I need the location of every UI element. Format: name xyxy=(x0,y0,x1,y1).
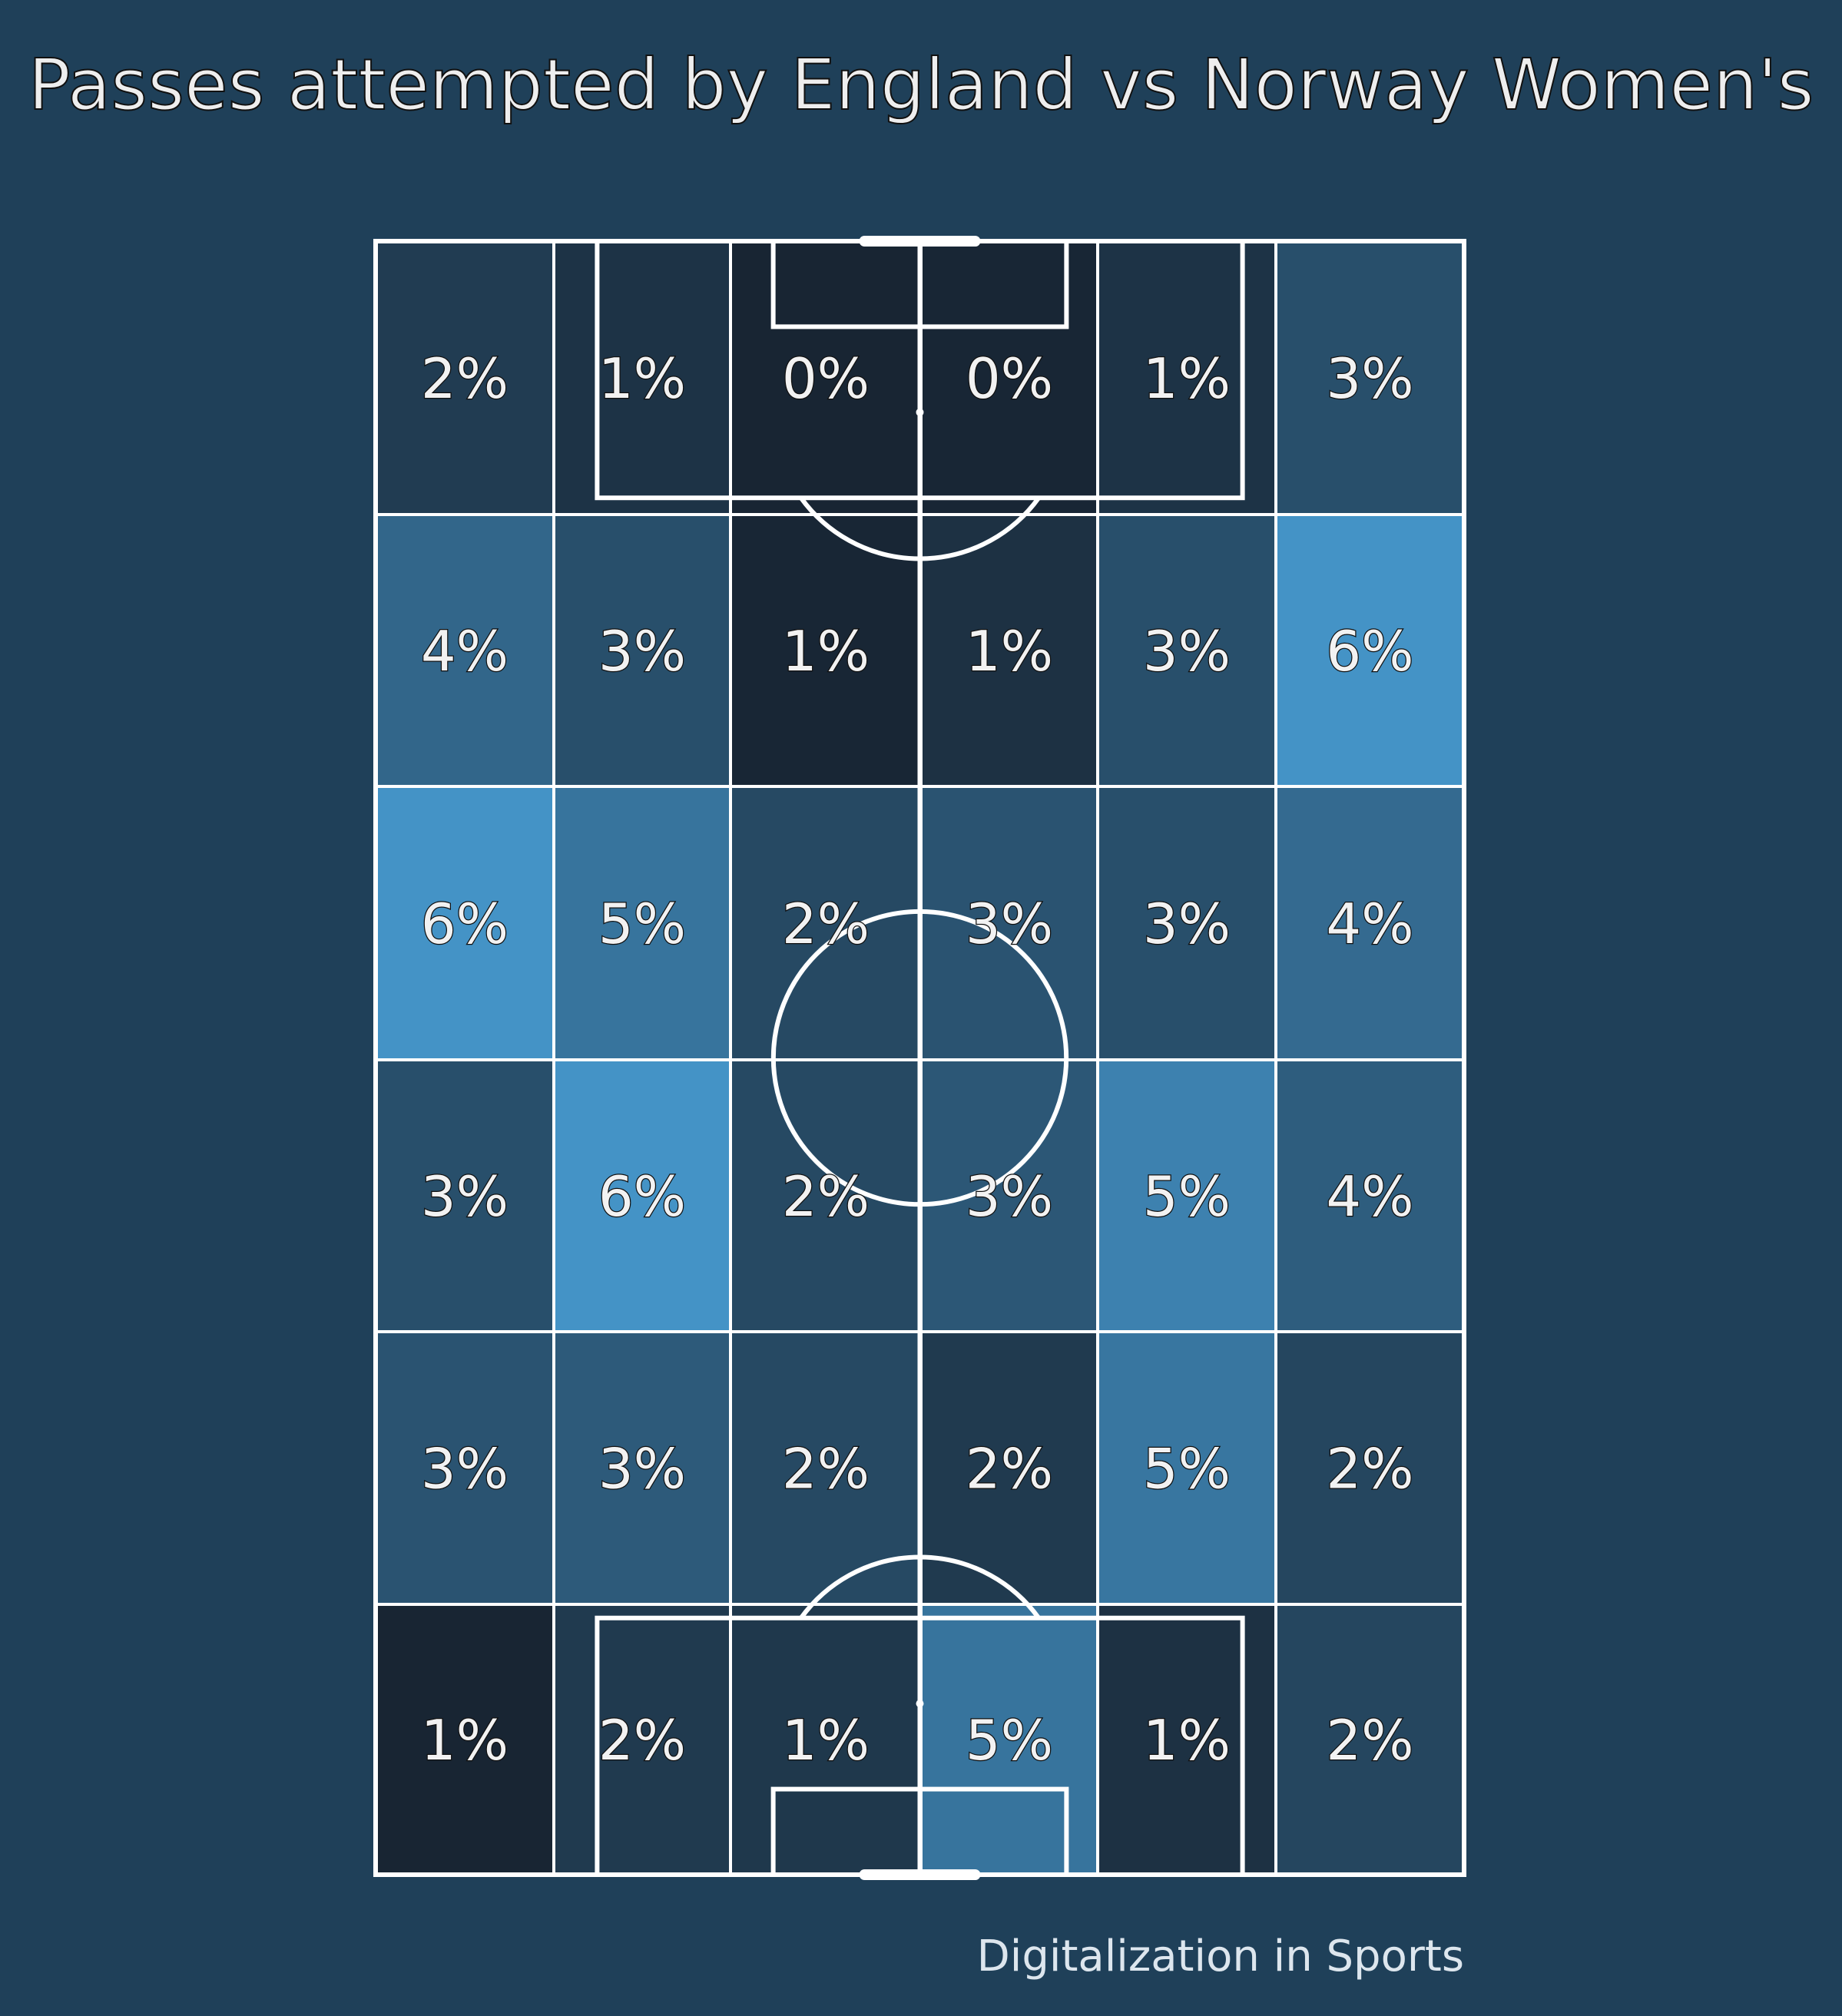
cell-label-r5-c3: 2% xyxy=(782,1437,870,1501)
chart-title: Passes attempted by England vs Norway Wo… xyxy=(27,44,1814,126)
cell-label-r1-c2: 1% xyxy=(598,346,686,411)
cell-label-r5-c4: 2% xyxy=(966,1437,1053,1501)
cell-label-r6-c1: 1% xyxy=(421,1708,509,1773)
bottom-penalty-arc xyxy=(799,1554,1041,1620)
heatmap-cell-r4-c1 xyxy=(376,1060,554,1332)
heatmap-cell-r5-c5 xyxy=(1098,1332,1276,1604)
heatmap-cell-r6-c3 xyxy=(731,1604,921,1875)
cell-label-r2-c4: 1% xyxy=(966,619,1053,684)
cell-label-r3-c2: 5% xyxy=(598,892,686,956)
cell-label-r2-c1: 4% xyxy=(421,619,509,684)
heatmap-cell-r6-c1 xyxy=(376,1604,554,1875)
heatmap-cell-r5-c2 xyxy=(554,1332,731,1604)
heatmap-cell-r2-c2 xyxy=(554,515,731,786)
cell-labels: 2% 1% 0% 0% 1% 3% 4% 3% 1% 1% 3% 6% 6% 5% 2% 3% 3% 4% 3% 6%… xyxy=(420,346,1415,1774)
center-circle xyxy=(770,909,1069,1207)
cell-label-r4-c6: 4% xyxy=(1326,1164,1413,1229)
cell-label-r3-c1: 6% xyxy=(421,892,509,956)
cell-label-r5-c1: 3% xyxy=(421,1437,509,1501)
cell-label-r4-c5: 5% xyxy=(1143,1164,1231,1229)
cell-label-r6-c4: 5% xyxy=(966,1708,1053,1773)
heatmap-cell-r4-c2 xyxy=(554,1060,731,1332)
cell-label-r1-c6: 3% xyxy=(1326,346,1413,411)
top-penalty-spot xyxy=(916,408,924,416)
heatmap-cell-r2-c4 xyxy=(921,515,1098,786)
pitch-markings xyxy=(373,236,1466,1880)
heatmap-cell-r2-c3 xyxy=(731,515,921,786)
bottom-penalty-spot xyxy=(916,1700,924,1708)
heatmap-cell-r5-c6 xyxy=(1276,1332,1464,1604)
cell-label-r6-c3: 1% xyxy=(782,1708,870,1773)
cell-label-r3-c5: 3% xyxy=(1143,892,1231,956)
heatmap-cell-r5-c1 xyxy=(376,1332,554,1604)
heatmap-cell-r6-c6 xyxy=(1276,1604,1464,1875)
heatmap-cell-r4-c4 xyxy=(921,1060,1098,1332)
heatmap-cell-r1-c3 xyxy=(731,241,921,515)
heatmap-cell-r2-c6 xyxy=(1276,515,1464,786)
heatmap-cell-r3-c6 xyxy=(1276,786,1464,1060)
cell-label-r2-c6: 6% xyxy=(1326,619,1413,684)
heatmap-cell-r1-c6 xyxy=(1276,241,1464,515)
cell-label-r1-c3: 0% xyxy=(782,346,870,411)
heatmap-cell-r6-c5 xyxy=(1098,1604,1276,1875)
cell-label-r1-c1: 2% xyxy=(421,346,509,411)
cell-label-r5-c2: 3% xyxy=(598,1437,686,1501)
heatmap-cell-r2-c1 xyxy=(376,515,554,786)
heatmap-cell-r3-c1 xyxy=(376,786,554,1060)
cell-label-r4-c4: 3% xyxy=(966,1164,1053,1229)
heatmap-cell-r1-c2 xyxy=(554,241,731,515)
cell-label-r2-c5: 3% xyxy=(1143,619,1231,684)
heatmap-cell-r6-c2 xyxy=(554,1604,731,1875)
cell-label-r1-c4: 0% xyxy=(966,346,1053,411)
cell-label-r3-c3: 2% xyxy=(782,892,870,956)
heatmap-cells xyxy=(376,241,1464,1875)
heatmap-cell-r1-c1 xyxy=(376,241,554,515)
heatmap-cell-r3-c3 xyxy=(731,786,921,1060)
heatmap-cell-r3-c5 xyxy=(1098,786,1276,1060)
cell-label-r2-c3: 1% xyxy=(782,619,870,684)
heatmap-cell-r3-c2 xyxy=(554,786,731,1060)
credit-text: Digitalization in Sports xyxy=(976,1932,1464,1981)
heatmap-cell-r3-c4 xyxy=(921,786,1098,1060)
cell-label-r6-c6: 2% xyxy=(1326,1708,1413,1773)
heatmap-cell-r4-c5 xyxy=(1098,1060,1276,1332)
heatmap-cell-r1-c5 xyxy=(1098,241,1276,515)
cell-label-r3-c4: 3% xyxy=(966,892,1053,956)
cell-label-r6-c2: 2% xyxy=(598,1708,686,1773)
cell-label-r5-c5: 5% xyxy=(1143,1437,1231,1501)
cell-label-r3-c6: 4% xyxy=(1326,892,1413,956)
cell-label-r4-c3: 2% xyxy=(782,1164,870,1229)
top-penalty-arc xyxy=(799,496,1041,561)
cell-label-r4-c1: 3% xyxy=(421,1164,509,1229)
heatmap-cell-r4-c3 xyxy=(731,1060,921,1332)
cell-label-r4-c2: 6% xyxy=(598,1164,686,1229)
heatmap-cell-r2-c5 xyxy=(1098,515,1276,786)
cell-label-r6-c5: 1% xyxy=(1143,1708,1231,1773)
cell-label-r1-c5: 1% xyxy=(1143,346,1231,411)
heatmap-cell-r4-c6 xyxy=(1276,1060,1464,1332)
cell-label-r2-c2: 3% xyxy=(598,619,686,684)
cell-label-r5-c6: 2% xyxy=(1326,1437,1413,1501)
